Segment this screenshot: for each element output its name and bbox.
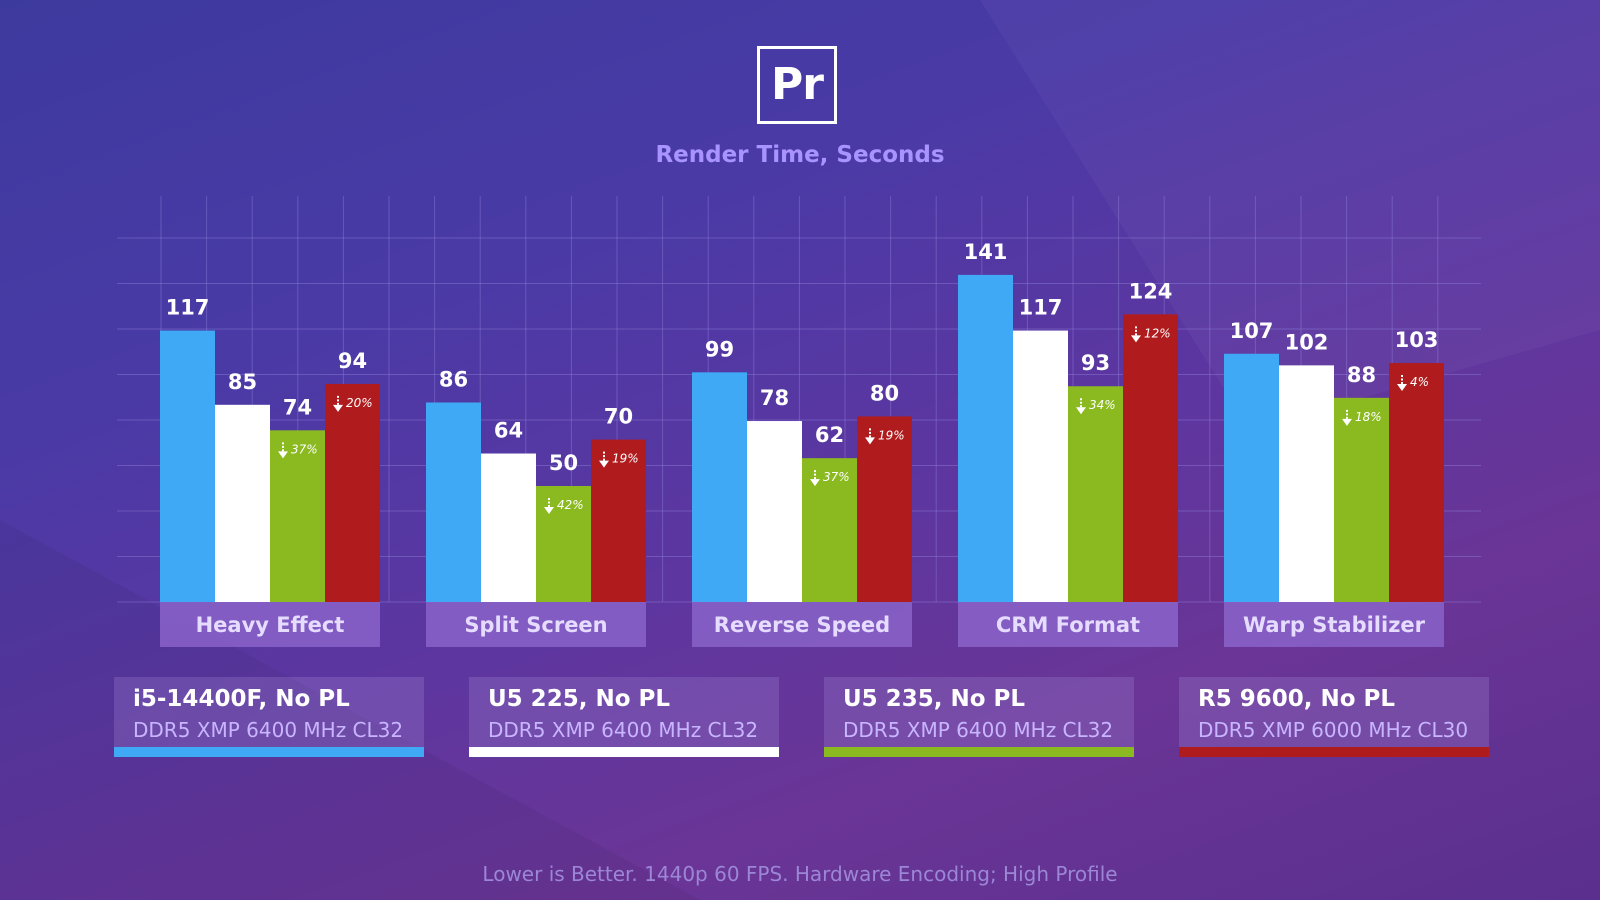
legend-swatch <box>114 747 424 757</box>
value-label: 78 <box>760 386 789 410</box>
value-label: 74 <box>283 395 312 419</box>
bar-2-warp-stabilizer <box>1279 365 1334 602</box>
bar-4-warp-stabilizer <box>1389 363 1444 602</box>
value-label: 124 <box>1129 279 1173 303</box>
value-label: 117 <box>1019 296 1063 320</box>
bar-1-reverse-speed <box>692 372 747 602</box>
bar-4-reverse-speed <box>857 416 912 602</box>
legend-item-u5-225: U5 225, No PL DDR5 XMP 6400 MHz CL32 <box>469 677 779 757</box>
bar-2-heavy-effect <box>215 404 270 602</box>
category-box <box>958 602 1178 647</box>
bar-3-crm-format <box>1068 386 1123 602</box>
legend-name: i5-14400F, No PL <box>133 686 350 712</box>
value-label: 117 <box>166 296 210 320</box>
legend-memory: DDR5 XMP 6000 MHz CL30 <box>1198 718 1469 742</box>
value-label: 141 <box>964 240 1008 264</box>
percent-change-label: 19% <box>878 428 905 442</box>
value-label: 102 <box>1285 330 1329 354</box>
bar-3-reverse-speed <box>802 458 857 602</box>
bar-2-crm-format <box>1013 330 1068 602</box>
percent-change-label: 4% <box>1410 375 1429 389</box>
legend-name: U5 225, No PL <box>488 686 671 712</box>
category-label: Reverse Speed <box>714 613 890 637</box>
category-label: Warp Stabilizer <box>1243 613 1426 637</box>
value-label: 99 <box>705 337 734 361</box>
value-label: 94 <box>338 349 367 373</box>
down-arrow-head-icon <box>810 479 820 487</box>
category-label: Heavy Effect <box>196 613 345 637</box>
down-arrow-head-icon <box>278 451 288 459</box>
percent-change-label: 12% <box>1144 326 1171 340</box>
percent-change-label: 37% <box>291 442 318 456</box>
down-arrow-head-icon <box>599 460 609 468</box>
legend-swatch <box>824 747 1134 757</box>
bar-1-crm-format <box>958 274 1013 602</box>
bar-4-heavy-effect <box>325 383 380 602</box>
legend-memory: DDR5 XMP 6400 MHz CL32 <box>488 718 759 742</box>
value-label: 80 <box>870 381 899 405</box>
premiere-pro-logo-icon: Pr <box>757 46 837 124</box>
value-label: 93 <box>1081 351 1110 375</box>
bar-1-split-screen <box>426 402 481 602</box>
percent-change-label: 42% <box>557 498 584 512</box>
legend-memory: DDR5 XMP 6400 MHz CL32 <box>843 718 1114 742</box>
down-arrow-head-icon <box>333 404 343 412</box>
chart-title: Render Time, Seconds <box>655 142 945 168</box>
value-label: 107 <box>1230 319 1274 343</box>
bar-1-warp-stabilizer <box>1224 353 1279 602</box>
percent-change-label: 20% <box>346 396 373 410</box>
category-label: CRM Format <box>996 613 1140 637</box>
legend-name: U5 235, No PL <box>843 686 1026 712</box>
percent-change-label: 18% <box>1355 410 1382 424</box>
down-arrow-head-icon <box>1131 335 1141 343</box>
chart-footnote: Lower is Better. 1440p 60 FPS. Hardware … <box>482 862 1118 886</box>
legend-item-i5-14400f: i5-14400F, No PL DDR5 XMP 6400 MHz CL32 <box>114 677 424 757</box>
down-arrow-head-icon <box>865 437 875 445</box>
bar-1-heavy-effect <box>160 330 215 602</box>
value-label: 88 <box>1347 363 1376 387</box>
category-label: Split Screen <box>464 613 607 637</box>
bar-4-split-screen <box>591 439 646 602</box>
value-label: 103 <box>1395 328 1439 352</box>
legend-swatch <box>469 747 779 757</box>
legend-item-r5-9600: R5 9600, No PL DDR5 XMP 6000 MHz CL30 <box>1179 677 1489 757</box>
legend-name: R5 9600, No PL <box>1198 686 1396 712</box>
category-box <box>1224 602 1444 647</box>
down-arrow-head-icon <box>544 507 554 514</box>
value-label: 86 <box>439 367 468 391</box>
bar-3-heavy-effect <box>270 430 325 602</box>
bar-2-reverse-speed <box>747 421 802 602</box>
value-label: 70 <box>604 405 633 429</box>
bar-4-crm-format <box>1123 314 1178 602</box>
value-label: 85 <box>228 370 257 394</box>
bar-3-split-screen <box>536 486 591 602</box>
legend-item-u5-235: U5 235, No PL DDR5 XMP 6400 MHz CL32 <box>824 677 1134 757</box>
legend-swatch <box>1179 747 1489 757</box>
percent-change-label: 19% <box>612 452 639 466</box>
percent-change-label: 34% <box>1089 398 1116 412</box>
bar-2-split-screen <box>481 453 536 602</box>
percent-change-label: 37% <box>823 470 850 484</box>
category-box <box>692 602 912 647</box>
legend-memory: DDR5 XMP 6400 MHz CL32 <box>133 718 404 742</box>
value-label: 64 <box>494 419 523 443</box>
down-arrow-head-icon <box>1397 384 1407 392</box>
category-box <box>426 602 646 647</box>
category-box <box>160 602 380 647</box>
down-arrow-head-icon <box>1076 407 1086 415</box>
value-label: 50 <box>549 451 578 475</box>
bar-3-warp-stabilizer <box>1334 397 1389 602</box>
value-label: 62 <box>815 423 844 447</box>
down-arrow-head-icon <box>1342 418 1352 426</box>
